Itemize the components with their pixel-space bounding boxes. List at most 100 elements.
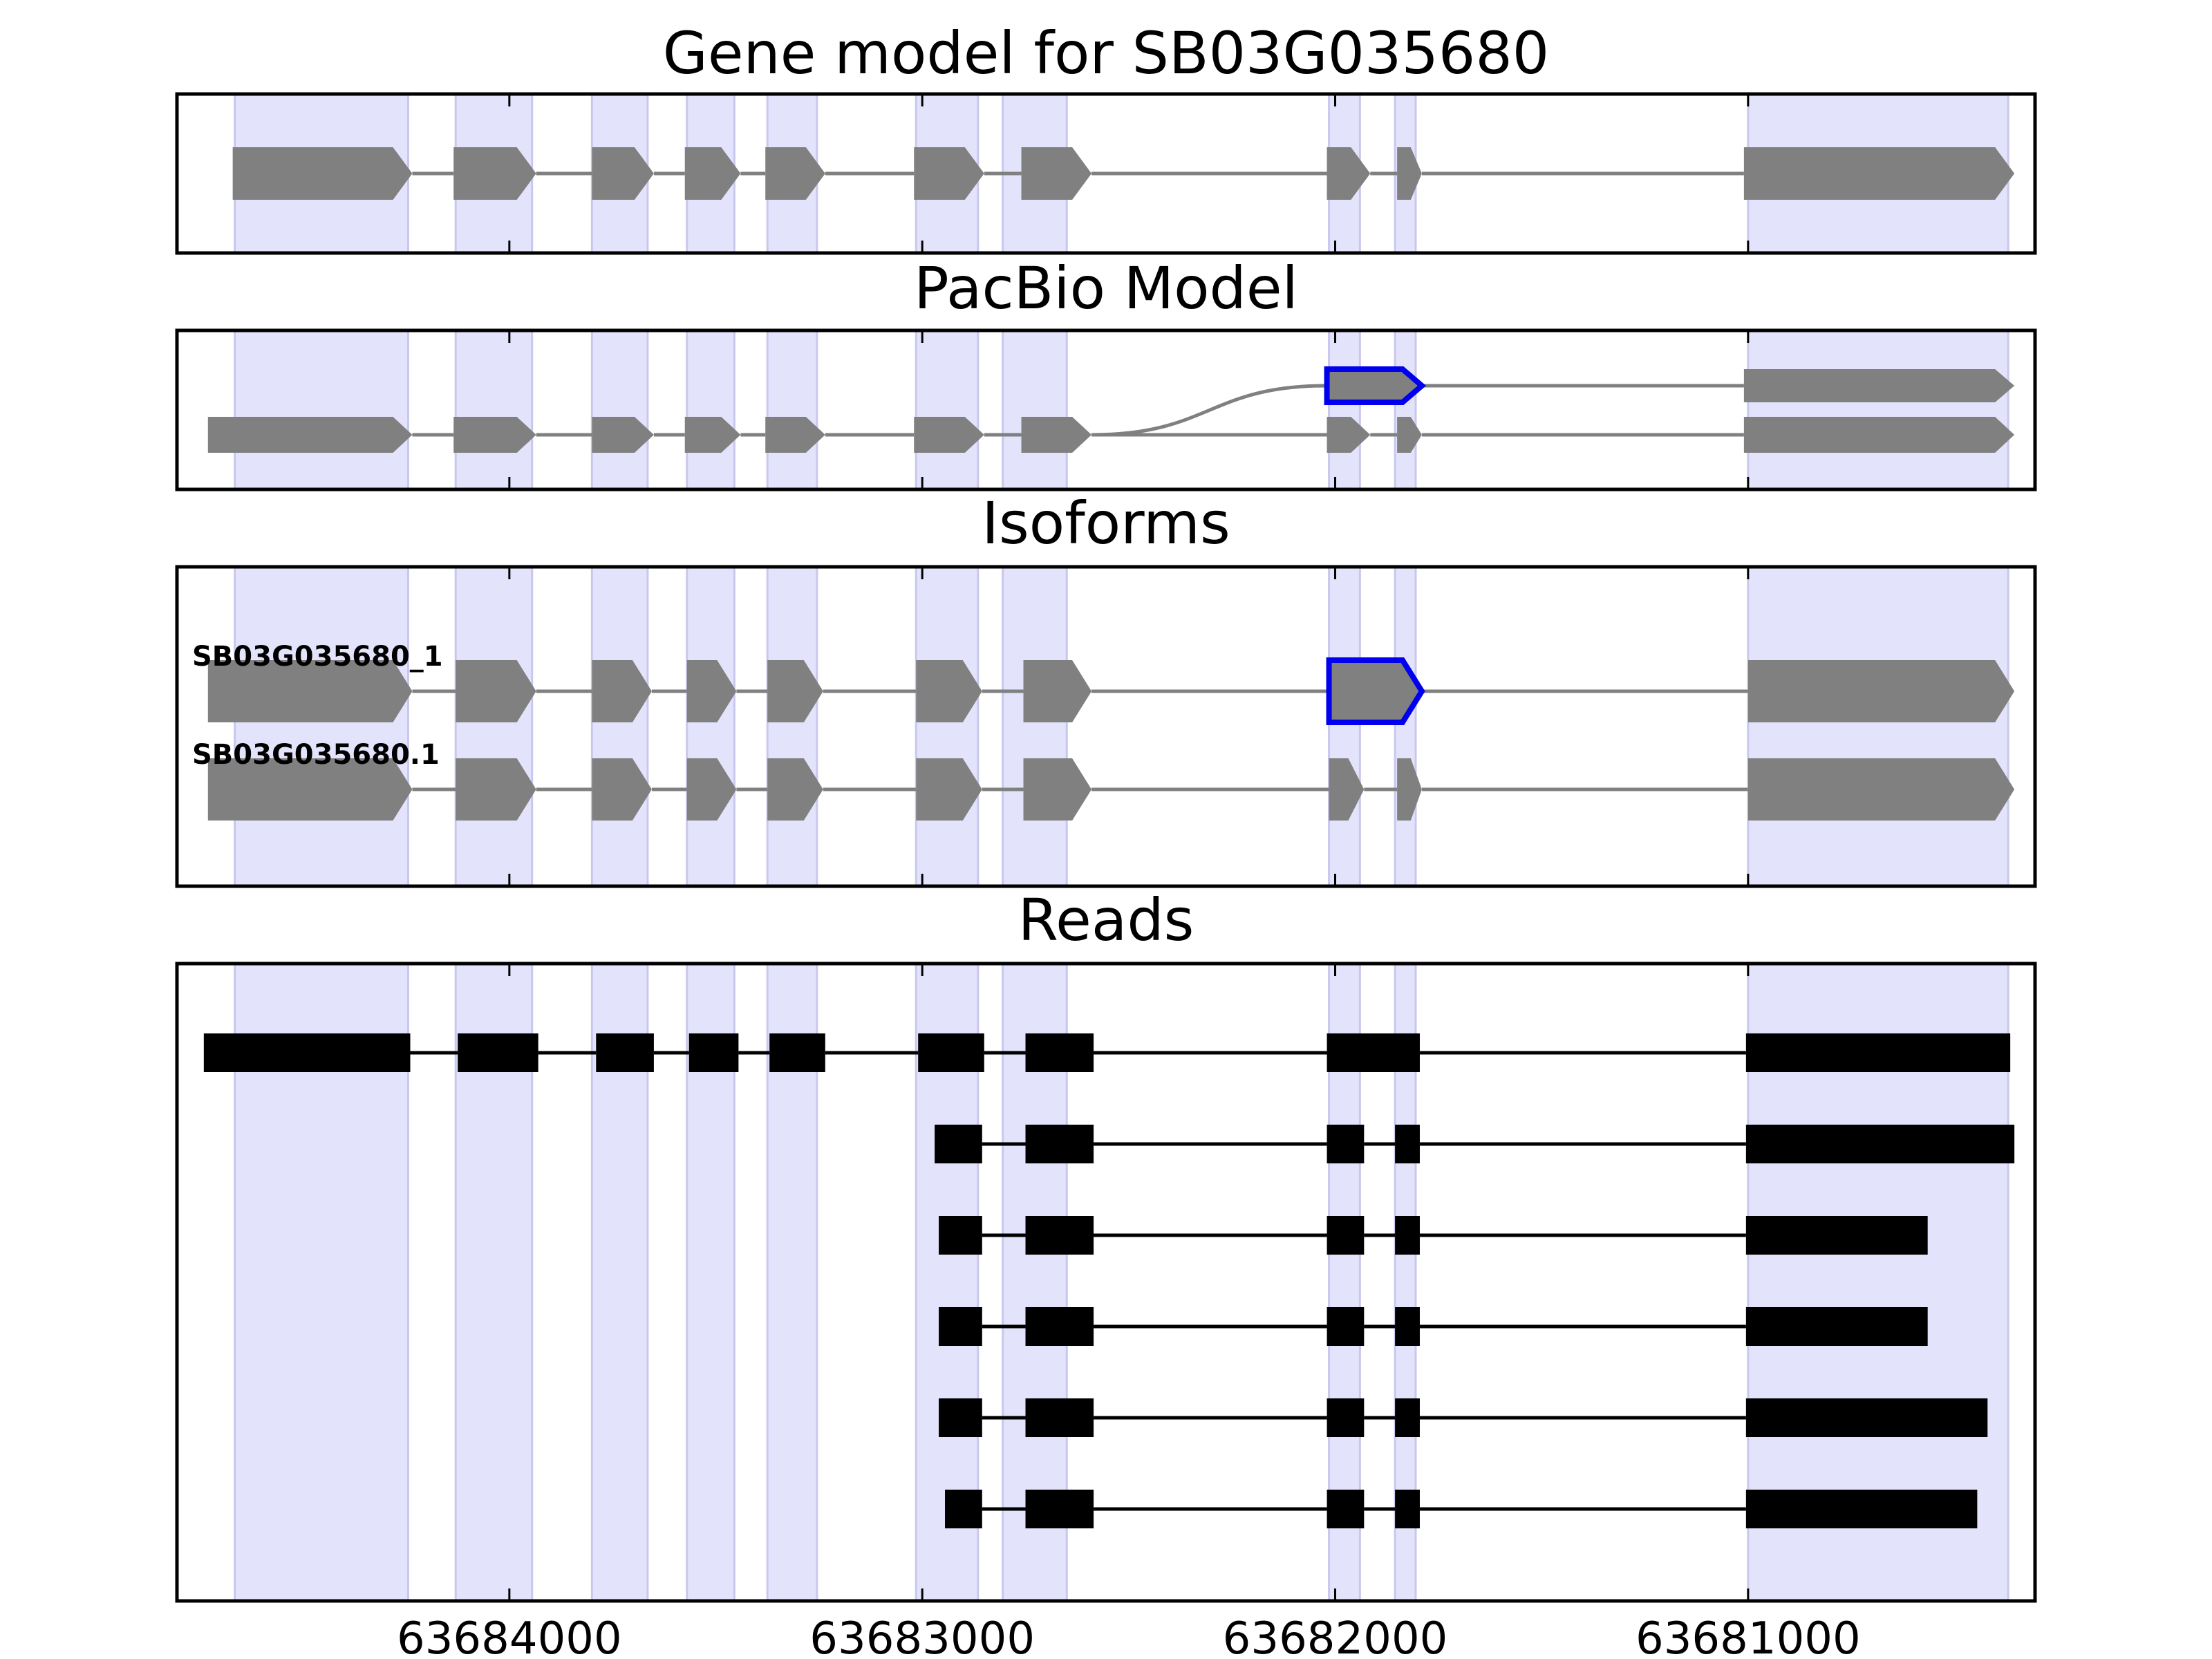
exon-arrow (1021, 147, 1092, 200)
exon-arrow (1743, 147, 2015, 200)
exon-arrow (916, 758, 982, 821)
panel-frame (175, 328, 2037, 491)
exon-arrow (765, 417, 825, 453)
exon-region-shade (1394, 565, 1417, 888)
splice-branch-curve (1091, 384, 1327, 437)
exon-arrow (686, 758, 737, 821)
x-tick-label: 63681000 (1635, 1613, 1861, 1659)
read-block (935, 1125, 982, 1163)
read-block (1745, 1125, 2015, 1163)
reads-title: Reads (1018, 886, 1194, 954)
exon-region-shade (454, 565, 534, 888)
read-block (203, 1033, 411, 1072)
exon-arrow (1397, 758, 1422, 821)
exon-region-shade (454, 329, 534, 491)
panel-frame (175, 565, 2037, 888)
exon-arrow (207, 660, 413, 722)
exon-arrow (232, 147, 413, 200)
exon-arrow (1327, 147, 1371, 200)
read-block (1745, 1490, 1978, 1528)
read-block (1327, 1398, 1365, 1437)
exon-arrow (456, 660, 536, 722)
exon-region-shade (590, 565, 649, 888)
exon-region-shade (766, 565, 818, 888)
exon-region-shade (686, 329, 735, 491)
isoform-label: SB03G035680.1 (192, 739, 440, 771)
read-block (1395, 1307, 1420, 1346)
read-block (1327, 1216, 1365, 1255)
exon-region-shade (590, 329, 649, 491)
read-block (1327, 1490, 1365, 1528)
exon-arrow (1023, 660, 1092, 722)
exon-region-shade (1394, 329, 1417, 491)
exon-arrow (684, 417, 741, 453)
exon-arrow (1747, 660, 2015, 722)
read-block (1395, 1398, 1420, 1437)
exon-arrow (684, 147, 741, 200)
exon-arrow (1397, 147, 1422, 200)
exon-region-shade (1328, 329, 1361, 491)
exon-arrow (767, 758, 823, 821)
exon-region-shade (1002, 565, 1068, 888)
exon-region-shade (686, 565, 735, 888)
read-block (596, 1033, 654, 1072)
isoform-label: SB03G035680_1 (192, 641, 443, 673)
read-block (1025, 1398, 1094, 1437)
read-block (939, 1216, 982, 1255)
exon-arrow (1743, 369, 2015, 402)
x-tick-label: 63684000 (397, 1613, 622, 1659)
panel-frame (175, 962, 2037, 1603)
read-block (688, 1033, 739, 1072)
read-block (1395, 1125, 1420, 1163)
exon-region-shade (1002, 329, 1068, 491)
read-block (918, 1033, 984, 1072)
read-block (1025, 1216, 1094, 1255)
exon-arrow (1023, 758, 1092, 821)
exon-region-shade (1747, 565, 2009, 888)
exon-arrow (207, 758, 413, 821)
read-block (1327, 1125, 1365, 1163)
read-block (1025, 1490, 1094, 1528)
exon-arrow (765, 147, 825, 200)
read-block (1745, 1398, 1988, 1437)
exon-arrow (914, 147, 984, 200)
pacbio-model-title: PacBio Model (914, 254, 1298, 322)
exon-arrow (592, 147, 654, 200)
highlighted-exon (1326, 657, 1425, 725)
reads-panel (175, 962, 2037, 1603)
read-block (1327, 1033, 1420, 1072)
exon-region-shade (1747, 329, 2009, 491)
exon-arrow (456, 758, 536, 821)
exon-arrow (1327, 417, 1371, 453)
exon-arrow (916, 660, 982, 722)
exon-arrow (453, 147, 536, 200)
exon-region-shade (234, 329, 410, 491)
exon-arrow (592, 417, 654, 453)
exon-arrow (914, 417, 984, 453)
exon-region-shade (915, 565, 980, 888)
x-tick-label: 63683000 (809, 1613, 1035, 1659)
read-block (458, 1033, 538, 1072)
x-tick-label: 63682000 (1223, 1613, 1448, 1659)
highlighted-exon (1324, 366, 1427, 405)
read-block (769, 1033, 825, 1072)
exon-arrow (207, 417, 413, 453)
isoforms-panel: SB03G035680_1 SB03G035680.1 (175, 565, 2037, 888)
exon-region-shade (1328, 565, 1361, 888)
pacbio-model-panel (175, 328, 2037, 491)
exon-arrow (1021, 417, 1092, 453)
exon-arrow (453, 417, 536, 453)
read-block (1395, 1490, 1420, 1528)
exon-arrow (1743, 417, 2015, 453)
read-block (1395, 1216, 1420, 1255)
panel-frame (175, 92, 2037, 255)
read-block (1745, 1033, 2011, 1072)
exon-arrow (1397, 417, 1422, 453)
exon-arrow (592, 758, 652, 821)
read-block (1025, 1033, 1094, 1072)
exon-region-shade (915, 329, 980, 491)
x-axis: 63684000 63683000 63682000 63681000 (397, 1613, 1861, 1659)
exon-arrow (767, 660, 823, 722)
read-block (1025, 1125, 1094, 1163)
